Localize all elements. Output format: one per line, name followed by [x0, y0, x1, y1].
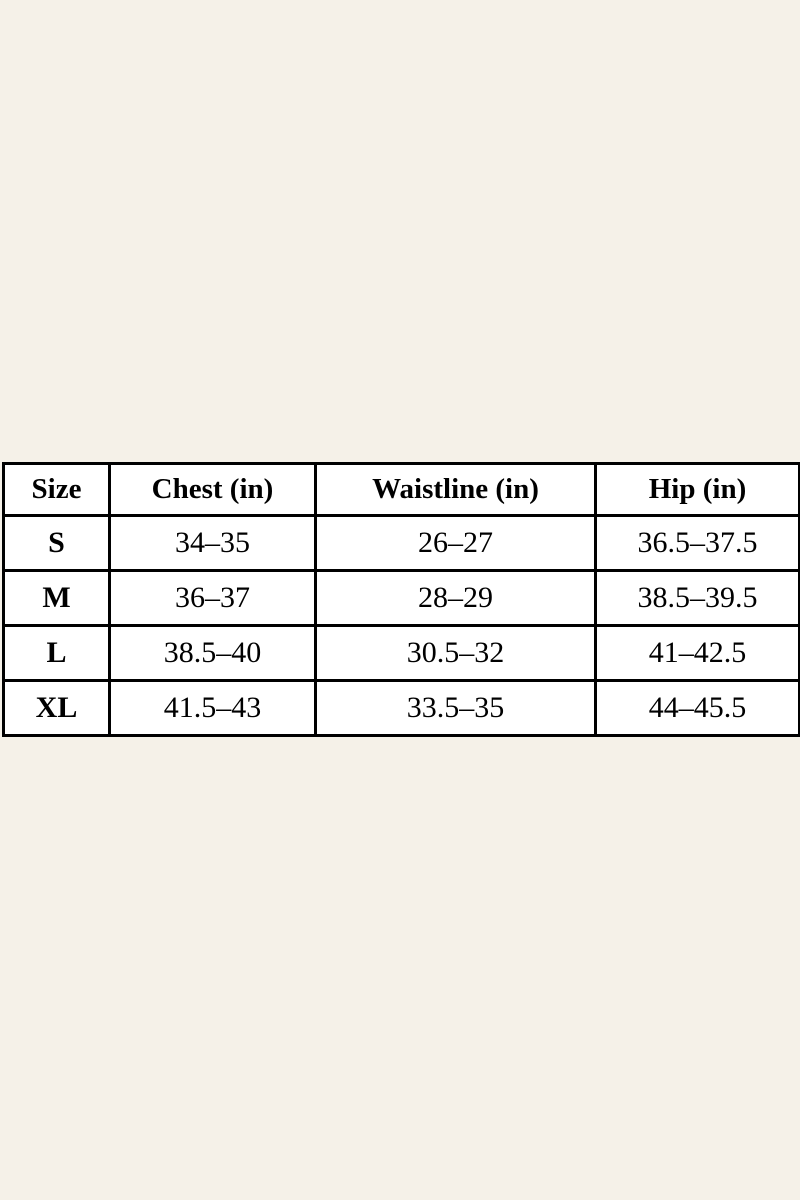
chest-cell: 34–35 — [108, 514, 317, 572]
waistline-cell: 26–27 — [314, 514, 597, 572]
column-header-waistline: Waistline (in) — [314, 462, 597, 517]
size-chart-table: Size Chest (in) Waistline (in) Hip (in) … — [2, 462, 800, 737]
size-cell: L — [2, 624, 111, 682]
chest-cell: 36–37 — [108, 569, 317, 627]
hip-cell: 38.5–39.5 — [594, 569, 800, 627]
waistline-cell: 30.5–32 — [314, 624, 597, 682]
column-header-hip: Hip (in) — [594, 462, 800, 517]
header-row: Size Chest (in) Waistline (in) Hip (in) — [2, 462, 800, 517]
hip-cell: 36.5–37.5 — [594, 514, 800, 572]
table-row-l: L 38.5–40 30.5–32 41–42.5 — [2, 624, 800, 682]
chest-cell: 41.5–43 — [108, 679, 317, 737]
size-cell: S — [2, 514, 111, 572]
column-header-chest: Chest (in) — [108, 462, 317, 517]
chest-cell: 38.5–40 — [108, 624, 317, 682]
hip-cell: 44–45.5 — [594, 679, 800, 737]
waistline-cell: 28–29 — [314, 569, 597, 627]
column-header-size: Size — [2, 462, 111, 517]
table-row-s: S 34–35 26–27 36.5–37.5 — [2, 514, 800, 572]
table-row-m: M 36–37 28–29 38.5–39.5 — [2, 569, 800, 627]
size-cell: M — [2, 569, 111, 627]
size-cell: XL — [2, 679, 111, 737]
waistline-cell: 33.5–35 — [314, 679, 597, 737]
table-row-xl: XL 41.5–43 33.5–35 44–45.5 — [2, 679, 800, 737]
hip-cell: 41–42.5 — [594, 624, 800, 682]
